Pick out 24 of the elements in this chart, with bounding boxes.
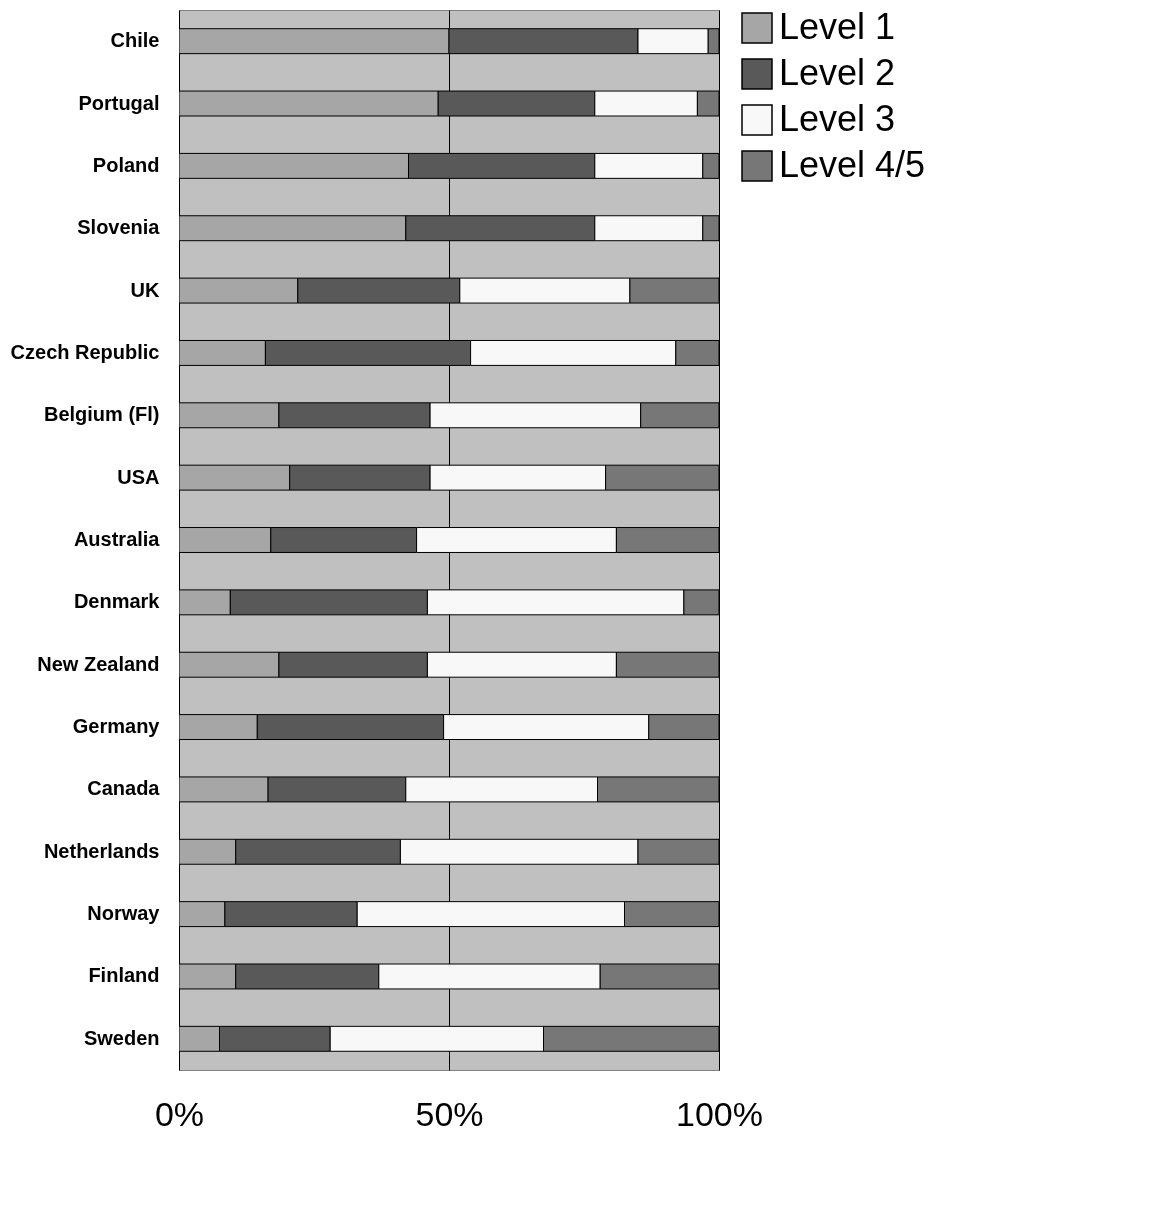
y-tick-label: Portugal — [78, 91, 160, 114]
y-tick-label: Canada — [87, 777, 161, 800]
y-tick-label: Chile — [110, 29, 160, 52]
legend-label: Level 1 — [779, 6, 896, 47]
x-tick-label: 0% — [154, 1094, 205, 1133]
y-tick-label: Czech Republic — [10, 340, 160, 363]
x-tick-label: 50% — [415, 1094, 484, 1133]
y-tick-label: Slovenia — [77, 216, 161, 239]
y-tick-label: Denmark — [73, 590, 161, 613]
legend-label: Level 4/5 — [779, 144, 926, 185]
y-tick-label: Norway — [87, 902, 161, 925]
y-tick-label: Belgium (Fl) — [43, 403, 160, 426]
y-tick-label: Australia — [73, 528, 161, 550]
y-tick-label: New Zealand — [37, 652, 160, 675]
legend-label: Level 2 — [779, 52, 896, 93]
y-tick-label: Sweden — [83, 1026, 160, 1049]
y-tick-label: UK — [130, 278, 161, 301]
y-tick-label: Germany — [72, 715, 161, 738]
y-tick-label: Finland — [88, 964, 160, 987]
y-tick-label: Poland — [92, 153, 160, 176]
y-tick-label: Netherlands — [43, 839, 160, 862]
legend-label: Level 3 — [779, 98, 896, 139]
y-tick-label: USA — [117, 465, 160, 488]
x-tick-label: 100% — [676, 1094, 763, 1133]
